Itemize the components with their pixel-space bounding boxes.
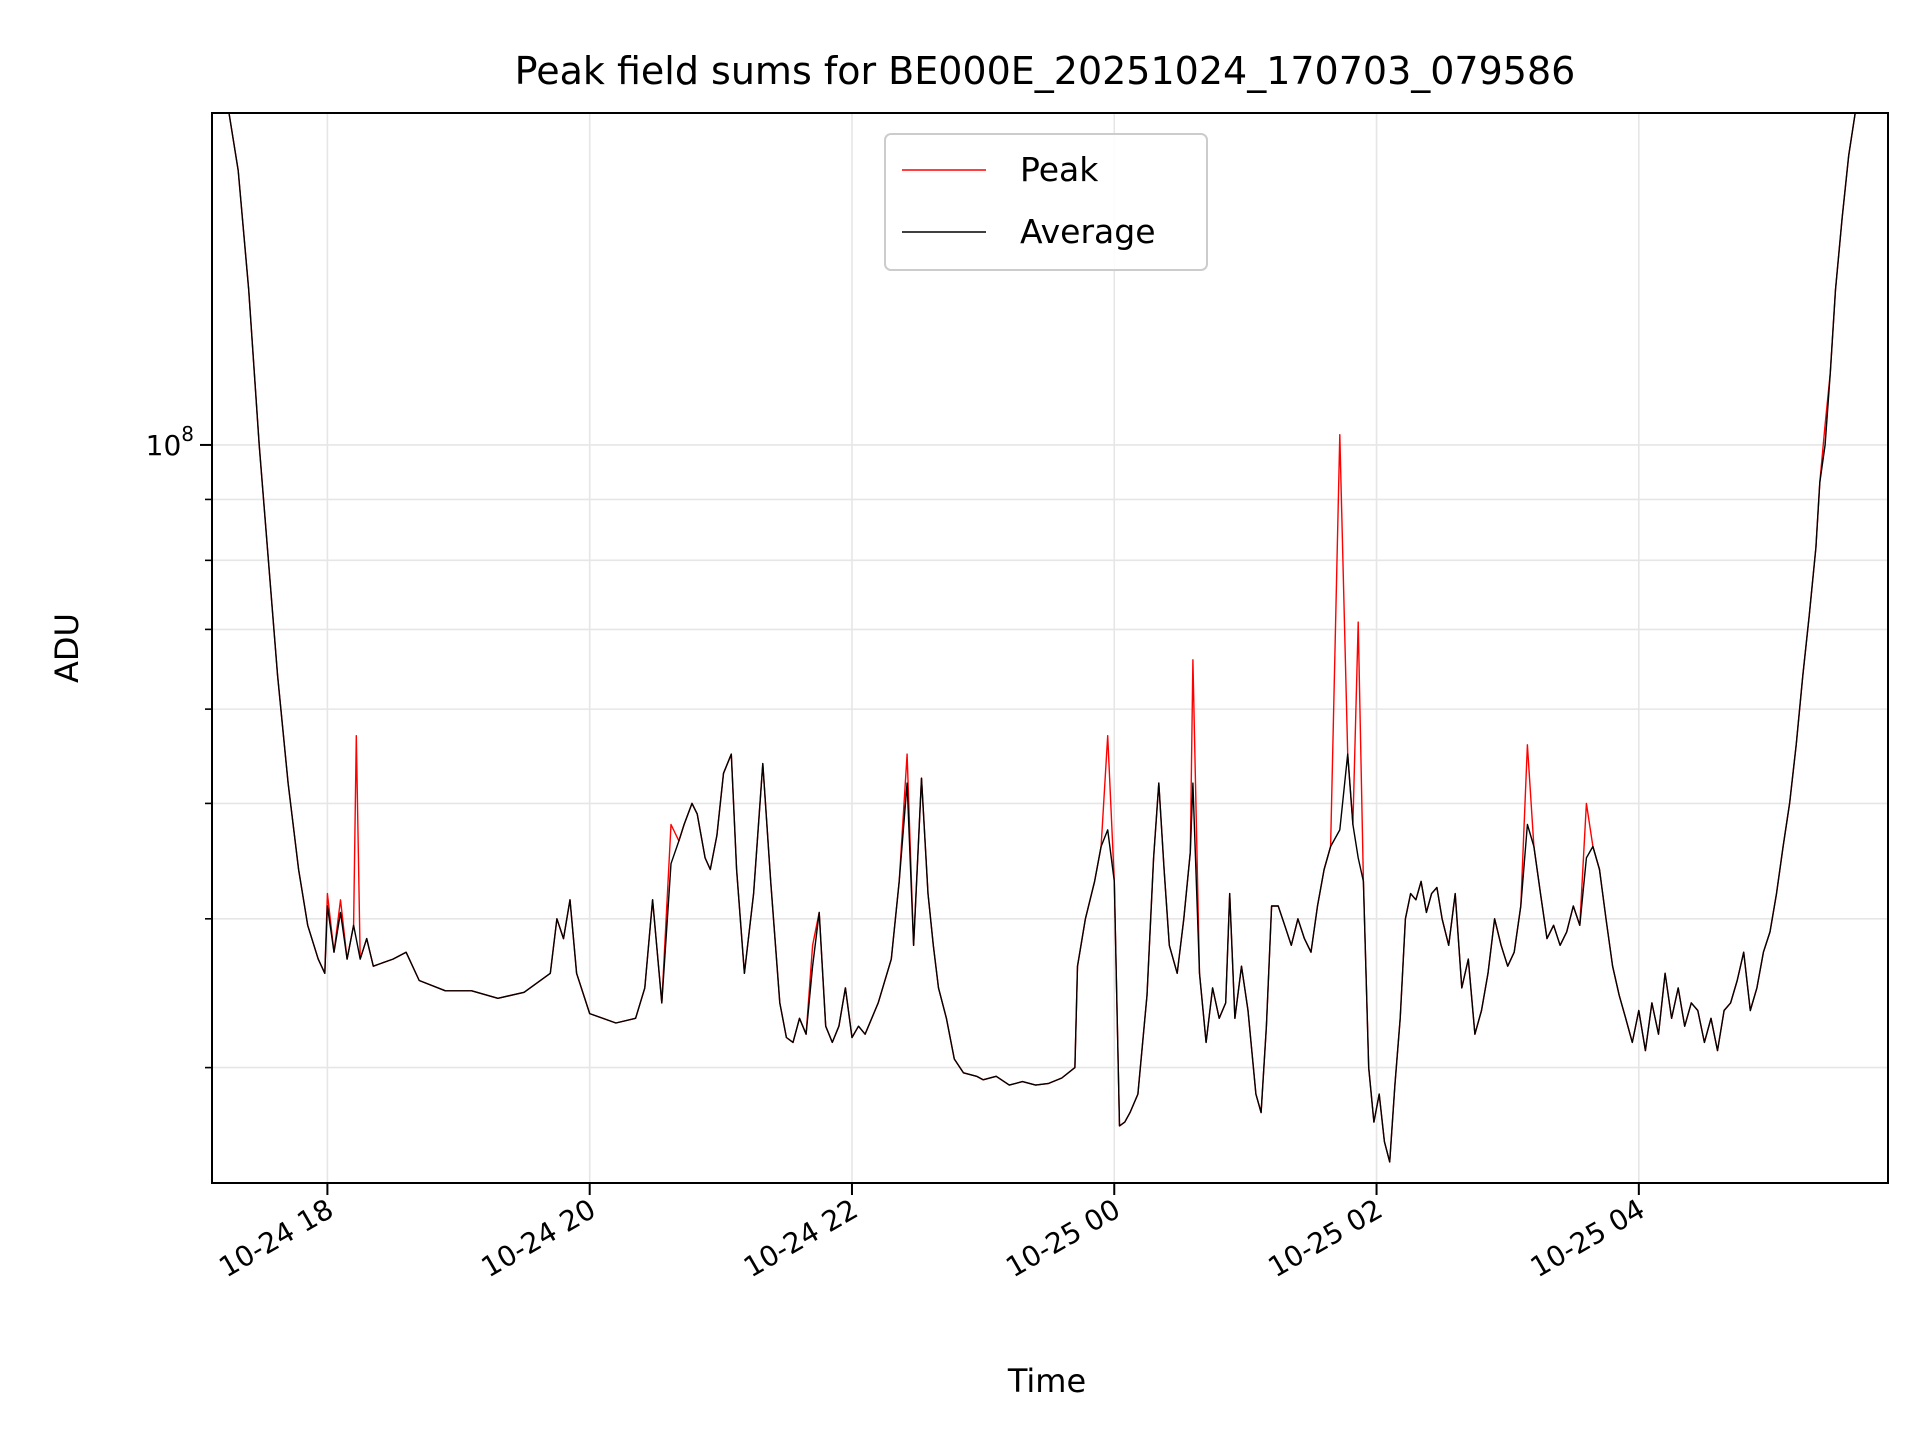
legend-box xyxy=(884,133,1208,271)
chart-title: Peak field sums for BE000E_20251024_1707… xyxy=(515,49,1576,93)
y-tick-label: 108 xyxy=(146,422,194,462)
series-layer xyxy=(212,113,1888,1163)
plot-frame xyxy=(211,112,1889,1184)
legend-label-peak: Peak xyxy=(1020,150,1099,189)
legend: Peak Average xyxy=(884,133,1208,271)
legend-label-average: Average xyxy=(1020,212,1156,251)
y-axis-ticks: 108 xyxy=(146,422,212,1069)
x-axis-title: Time xyxy=(1007,1362,1086,1400)
y-axis-title: ADU xyxy=(48,613,86,683)
series-line-average xyxy=(212,113,1888,1163)
grid xyxy=(212,113,1888,1183)
